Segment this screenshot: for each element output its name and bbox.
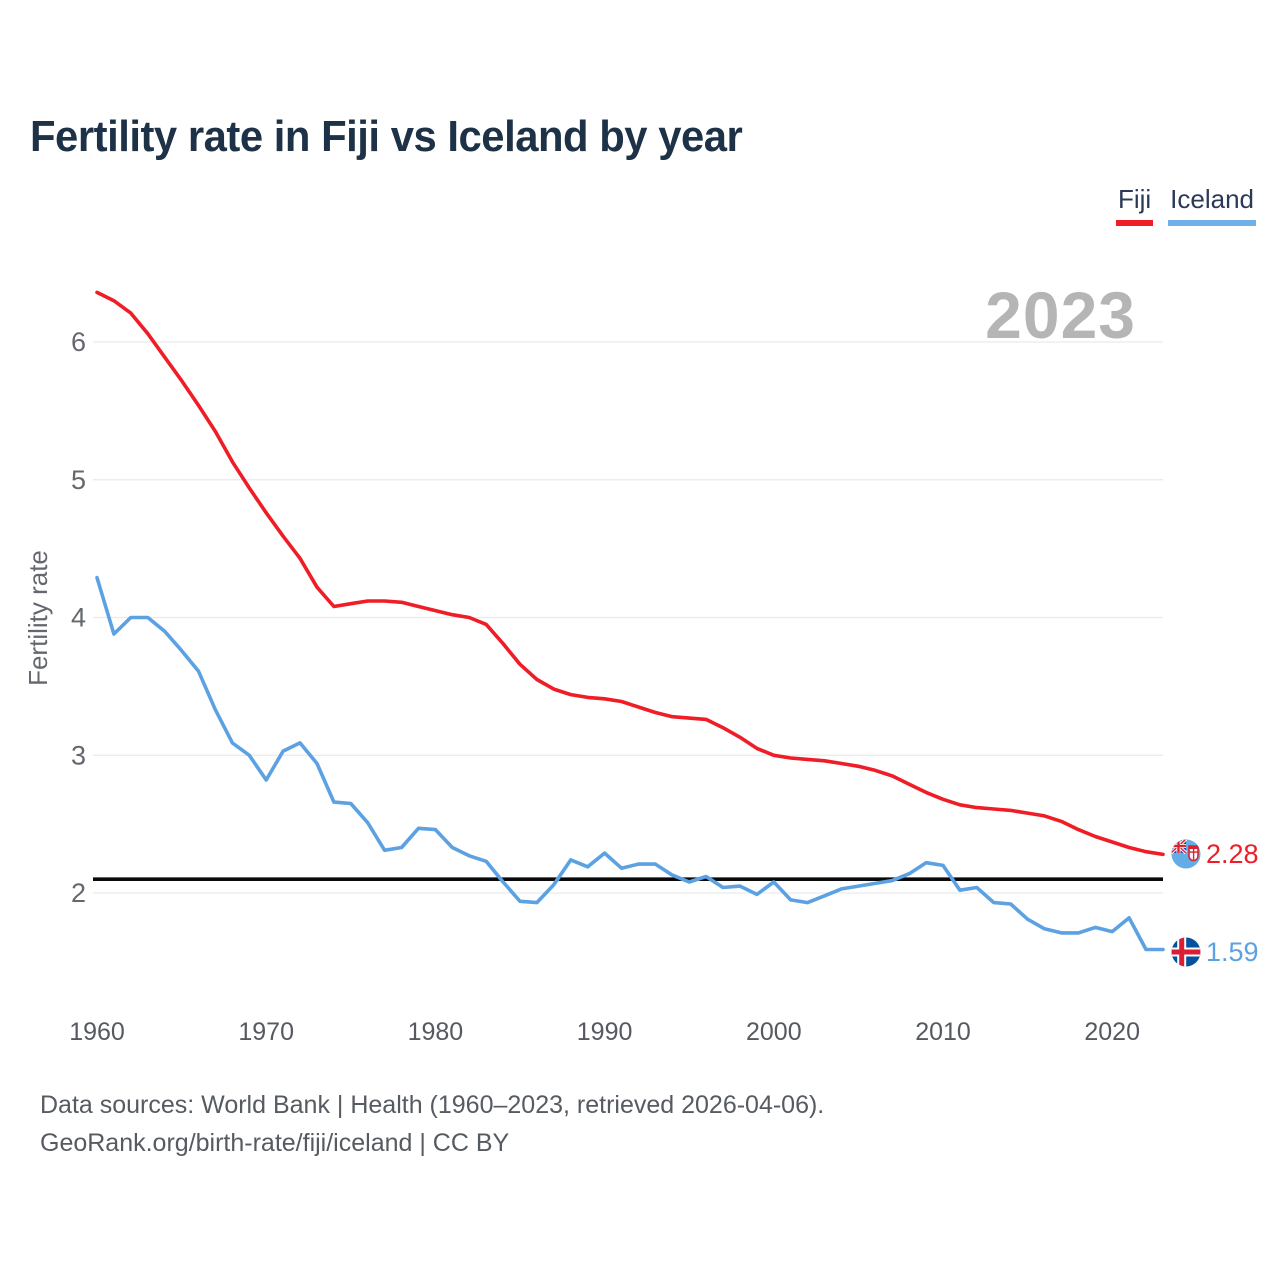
footer: Data sources: World Bank | Health (1960–… [40, 1086, 824, 1162]
watermark-year: 2023 [985, 278, 1136, 352]
page-title: Fertility rate in Fiji vs Iceland by yea… [30, 112, 743, 161]
y-axis-title: Fertility rate [23, 550, 53, 686]
fiji-line [95, 290, 1165, 857]
y-tick-label: 5 [71, 465, 86, 495]
x-tick-label: 2020 [1084, 1018, 1140, 1046]
x-tick-label: 1980 [408, 1018, 464, 1046]
x-tick-label: 1960 [69, 1018, 125, 1046]
legend-item-iceland[interactable]: Iceland [1168, 184, 1256, 226]
x-tick-label: 2010 [915, 1018, 971, 1046]
series-lines [95, 290, 1165, 952]
x-tick-label: 1990 [577, 1018, 633, 1046]
y-tick-label: 2 [71, 878, 86, 908]
y-tick-label: 6 [71, 327, 86, 357]
legend: Fiji Iceland [1115, 184, 1256, 226]
y-tick-label: 3 [71, 740, 86, 770]
y-tick-label: 4 [71, 603, 86, 633]
fiji-flag-icon [1171, 839, 1201, 869]
y-tick-labels: 2 3 4 5 6 [71, 327, 86, 908]
legend-item-fiji[interactable]: Fiji [1115, 184, 1154, 226]
x-tick-labels: 1960 1970 1980 1990 2000 2010 2020 [69, 1018, 1140, 1046]
x-tick-label: 1970 [238, 1018, 294, 1046]
iceland-line [95, 575, 1165, 952]
iceland-end-label: 1.59 [1206, 937, 1259, 967]
footer-line-2: GeoRank.org/birth-rate/fiji/iceland | CC… [40, 1129, 510, 1157]
x-tick-label: 2000 [746, 1018, 802, 1046]
footer-line-1: Data sources: World Bank | Health (1960–… [40, 1091, 825, 1119]
fiji-end-label: 2.28 [1206, 839, 1259, 869]
iceland-flag-icon [1171, 937, 1201, 967]
